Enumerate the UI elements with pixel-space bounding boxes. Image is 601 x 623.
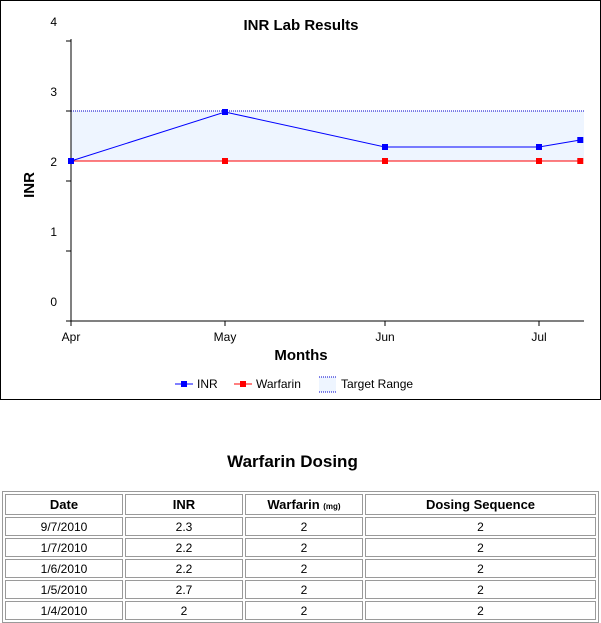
cell-inr: 2.2	[125, 559, 243, 578]
cell-inr: 2.2	[125, 538, 243, 557]
x-axis-label: Months	[274, 347, 327, 364]
warfarin-point	[382, 158, 388, 164]
cell-date: 1/5/2010	[5, 580, 123, 599]
header-date: Date	[5, 494, 123, 515]
cell-date: 1/4/2010	[5, 601, 123, 620]
legend-target-label: Target Range	[341, 377, 413, 391]
y-tick-label: 1	[50, 225, 57, 239]
header-warfarin: Warfarin (mg)	[245, 494, 363, 515]
legend-target-swatch	[319, 377, 336, 392]
x-tick-label: Jun	[375, 330, 394, 344]
warfarin-point	[222, 158, 228, 164]
chart-legend: INR Warfarin Target Range	[175, 376, 413, 393]
cell-inr: 2.7	[125, 580, 243, 599]
cell-sequence: 2	[365, 517, 596, 536]
cell-inr: 2.3	[125, 517, 243, 536]
table-row: 1/6/2010 2.2 2 2	[5, 559, 596, 578]
x-tick-label: Apr	[62, 330, 81, 344]
table-row: 1/5/2010 2.7 2 2	[5, 580, 596, 599]
y-tick-label: 2	[50, 155, 57, 169]
inr-point	[222, 109, 228, 115]
cell-warfarin: 2	[245, 580, 363, 599]
header-sequence: Dosing Sequence	[365, 494, 596, 515]
header-warfarin-unit: (mg)	[323, 502, 341, 511]
chart-panel: 0 1 2 3 4 Apr May Jun Jul INR Lab Results Months IN…	[0, 0, 601, 400]
warfarin-point	[577, 158, 584, 164]
header-inr: INR	[125, 494, 243, 515]
legend-warfarin-label: Warfarin	[256, 377, 301, 391]
legend-inr-label: INR	[197, 377, 218, 391]
target-range-band	[71, 111, 584, 161]
dosing-table: Date INR Warfarin (mg) Dosing Sequence 9…	[2, 491, 599, 623]
table-header-row: Date INR Warfarin (mg) Dosing Sequence	[5, 494, 596, 515]
chart-title: INR Lab Results	[243, 17, 358, 34]
y-tick-label: 4	[50, 15, 57, 29]
y-axis-label: INR	[21, 172, 38, 198]
inr-point	[382, 144, 388, 150]
y-tick-label: 3	[50, 85, 57, 99]
cell-date: 9/7/2010	[5, 517, 123, 536]
table-row: 1/4/2010 2 2 2	[5, 601, 596, 620]
cell-sequence: 2	[365, 580, 596, 599]
y-tick-label: 0	[50, 295, 57, 309]
cell-warfarin: 2	[245, 559, 363, 578]
table-title: Warfarin Dosing	[227, 452, 358, 471]
inr-chart: 0 1 2 3 4 Apr May Jun Jul INR Lab Results Months IN…	[21, 15, 584, 393]
cell-sequence: 2	[365, 601, 596, 620]
legend-warfarin-marker	[240, 381, 246, 387]
cell-date: 1/6/2010	[5, 559, 123, 578]
inr-point	[536, 144, 542, 150]
cell-warfarin: 2	[245, 517, 363, 536]
inr-point	[68, 158, 74, 164]
cell-sequence: 2	[365, 559, 596, 578]
cell-sequence: 2	[365, 538, 596, 557]
x-tick-label: Jul	[531, 330, 546, 344]
table-row: 9/7/2010 2.3 2 2	[5, 517, 596, 536]
legend-inr-marker	[181, 381, 187, 387]
header-warfarin-label: Warfarin	[267, 497, 320, 512]
cell-warfarin: 2	[245, 538, 363, 557]
cell-warfarin: 2	[245, 601, 363, 620]
warfarin-point	[536, 158, 542, 164]
table-row: 1/7/2010 2.2 2 2	[5, 538, 596, 557]
inr-point	[577, 137, 584, 143]
cell-inr: 2	[125, 601, 243, 620]
cell-date: 1/7/2010	[5, 538, 123, 557]
x-tick-label: May	[214, 330, 237, 344]
